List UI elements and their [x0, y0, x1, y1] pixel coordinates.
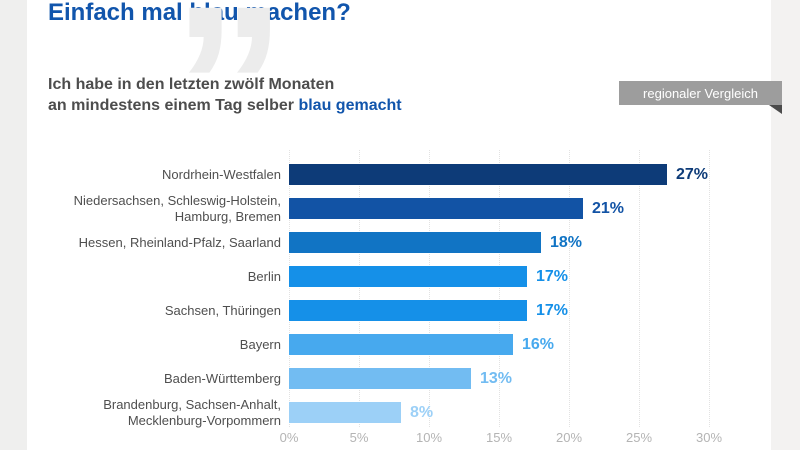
category-label: Niedersachsen, Schleswig-Holstein, Hambu…	[73, 192, 281, 224]
gridline	[289, 150, 290, 427]
value-label: 18%	[550, 233, 583, 251]
x-axis-tick-label: 25%	[625, 430, 653, 445]
regional-comparison-tab[interactable]: regionaler Vergleich	[619, 81, 782, 114]
bar	[289, 198, 583, 219]
bar	[289, 232, 541, 253]
bar	[289, 266, 527, 287]
value-label: 27%	[676, 165, 709, 183]
gridline	[639, 150, 640, 427]
value-label: 16%	[522, 335, 555, 353]
bar	[289, 300, 527, 321]
subtitle-line2: an mindestens einem Tag selber blau gema…	[48, 97, 402, 114]
x-axis-tick-label: 20%	[555, 430, 583, 445]
chart-subtitle: Ich habe in den letzten zwölf Monaten an…	[48, 74, 402, 116]
value-label: 21%	[592, 199, 625, 217]
x-axis-tick-label: 5%	[349, 430, 369, 445]
value-label: 8%	[410, 403, 434, 421]
category-label: Nordrhein-Westfalen	[162, 166, 281, 182]
value-label: 17%	[536, 267, 569, 285]
gridline	[569, 150, 570, 427]
regional-comparison-tab-label: regionaler Vergleich	[643, 85, 758, 101]
value-label: 13%	[480, 369, 513, 387]
category-label: Hessen, Rheinland-Pfalz, Saarland	[78, 234, 281, 250]
category-label: Baden-Württemberg	[163, 370, 281, 386]
gridline	[359, 150, 360, 427]
gridline	[709, 150, 710, 427]
category-label: Brandenburg, Sachsen-Anhalt, Mecklenburg…	[103, 396, 281, 428]
bar	[289, 402, 401, 423]
gridline	[429, 150, 430, 427]
bar	[289, 368, 471, 389]
category-label: Berlin	[247, 268, 281, 284]
right-margin-strip	[771, 0, 800, 450]
ribbon-fold-icon	[769, 105, 782, 114]
category-label: Sachsen, Thüringen	[164, 302, 281, 318]
x-axis-tick-label: 30%	[695, 430, 723, 445]
bar	[289, 334, 513, 355]
bar	[289, 164, 667, 185]
page-title: Einfach mal blau machen?	[48, 0, 351, 26]
x-axis-tick-label: 0%	[279, 430, 299, 445]
x-axis-tick-label: 15%	[485, 430, 513, 445]
x-axis-tick-label: 10%	[415, 430, 443, 445]
left-margin-strip	[0, 0, 27, 450]
category-label: Bayern	[239, 336, 281, 352]
subtitle-line1: Ich habe in den letzten zwölf Monaten	[48, 76, 335, 93]
value-label: 17%	[536, 301, 569, 319]
gridline	[499, 150, 500, 427]
subtitle-highlight: blau gemacht	[298, 97, 402, 114]
